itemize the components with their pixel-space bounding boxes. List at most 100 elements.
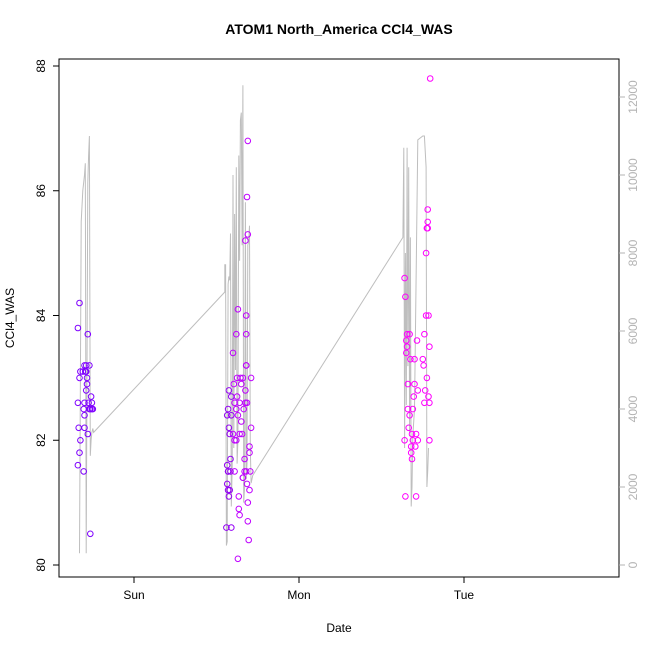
series-line (79, 85, 429, 554)
data-point (401, 437, 408, 444)
data-point (243, 399, 251, 407)
data-point (247, 424, 255, 432)
data-point (225, 387, 233, 394)
data-point (403, 330, 411, 338)
data-point (236, 511, 243, 519)
data-point (88, 399, 96, 407)
data-point (403, 343, 411, 351)
data-point (246, 449, 253, 457)
data-point (223, 461, 231, 469)
x-tick-label: Mon (287, 588, 310, 602)
data-point (423, 374, 431, 382)
data-point (226, 486, 233, 494)
data-point (408, 455, 416, 463)
data-point (225, 424, 233, 432)
data-point (229, 430, 237, 438)
data-point (246, 486, 253, 494)
data-point (412, 493, 420, 500)
data-point (411, 380, 418, 388)
data-point (409, 405, 417, 413)
data-point (79, 368, 87, 375)
data-point (76, 449, 83, 457)
data-point (413, 337, 421, 344)
line-layer (79, 85, 429, 554)
data-point (89, 405, 97, 413)
data-point (403, 337, 410, 344)
data-point (426, 399, 433, 407)
data-point (242, 237, 249, 244)
data-point (85, 399, 92, 407)
data-point (224, 468, 232, 475)
data-point (244, 499, 252, 506)
data-point (80, 468, 87, 475)
data-point (247, 468, 254, 475)
data-point (242, 387, 249, 394)
data-point (426, 437, 433, 444)
data-point (235, 505, 243, 513)
data-point (408, 430, 416, 438)
data-point (402, 293, 409, 301)
data-point (407, 443, 415, 450)
data-point (405, 424, 413, 432)
data-point (223, 412, 231, 419)
data-point (404, 380, 412, 388)
y-tick-label: 88 (34, 59, 48, 73)
data-point (82, 362, 90, 369)
data-point (407, 355, 414, 363)
data-point (83, 374, 91, 382)
data-point (227, 468, 234, 475)
data-point (406, 330, 413, 338)
data-point (403, 349, 410, 357)
data-point (225, 493, 233, 500)
data-point (224, 405, 232, 413)
data-point (402, 493, 409, 500)
y-axis-label: CCl4_WAS (3, 288, 17, 348)
data-point (84, 330, 92, 338)
data-point (401, 274, 408, 282)
data-point (74, 461, 82, 469)
data-point (414, 437, 422, 444)
x-axis-label: Date (326, 621, 352, 635)
data-point (228, 412, 235, 419)
y2-tick-label: 2000 (626, 473, 640, 500)
data-point (424, 218, 432, 226)
data-point (243, 480, 251, 488)
data-point (81, 412, 88, 419)
data-point (238, 418, 245, 425)
y2-tick-label: 8000 (626, 239, 640, 266)
data-point (421, 399, 428, 407)
data-point (234, 555, 242, 563)
y2-tick-label: 4000 (626, 395, 640, 422)
data-point (81, 399, 88, 407)
y2-tick-label: 10000 (626, 158, 640, 192)
data-point (406, 412, 413, 419)
data-point (242, 362, 250, 369)
data-point (82, 368, 90, 375)
data-point (410, 393, 418, 400)
data-point (240, 405, 247, 413)
data-point (223, 524, 230, 531)
data-point (77, 437, 84, 444)
data-point (424, 206, 432, 213)
data-point (242, 312, 250, 319)
data-point (76, 299, 83, 307)
data-point (233, 393, 241, 400)
data-point (426, 343, 433, 351)
data-point (425, 393, 432, 400)
data-point (74, 324, 82, 332)
data-point (420, 362, 427, 369)
data-point (412, 430, 420, 438)
data-point (239, 374, 247, 382)
data-point (421, 387, 429, 394)
data-point (237, 374, 244, 382)
data-point (244, 231, 252, 238)
data-point (87, 393, 95, 400)
data-point (86, 362, 93, 369)
data-point (227, 455, 234, 463)
data-point (74, 399, 82, 407)
data-point (226, 430, 233, 438)
data-point (234, 412, 242, 419)
data-point (404, 405, 412, 413)
data-point (75, 424, 82, 432)
